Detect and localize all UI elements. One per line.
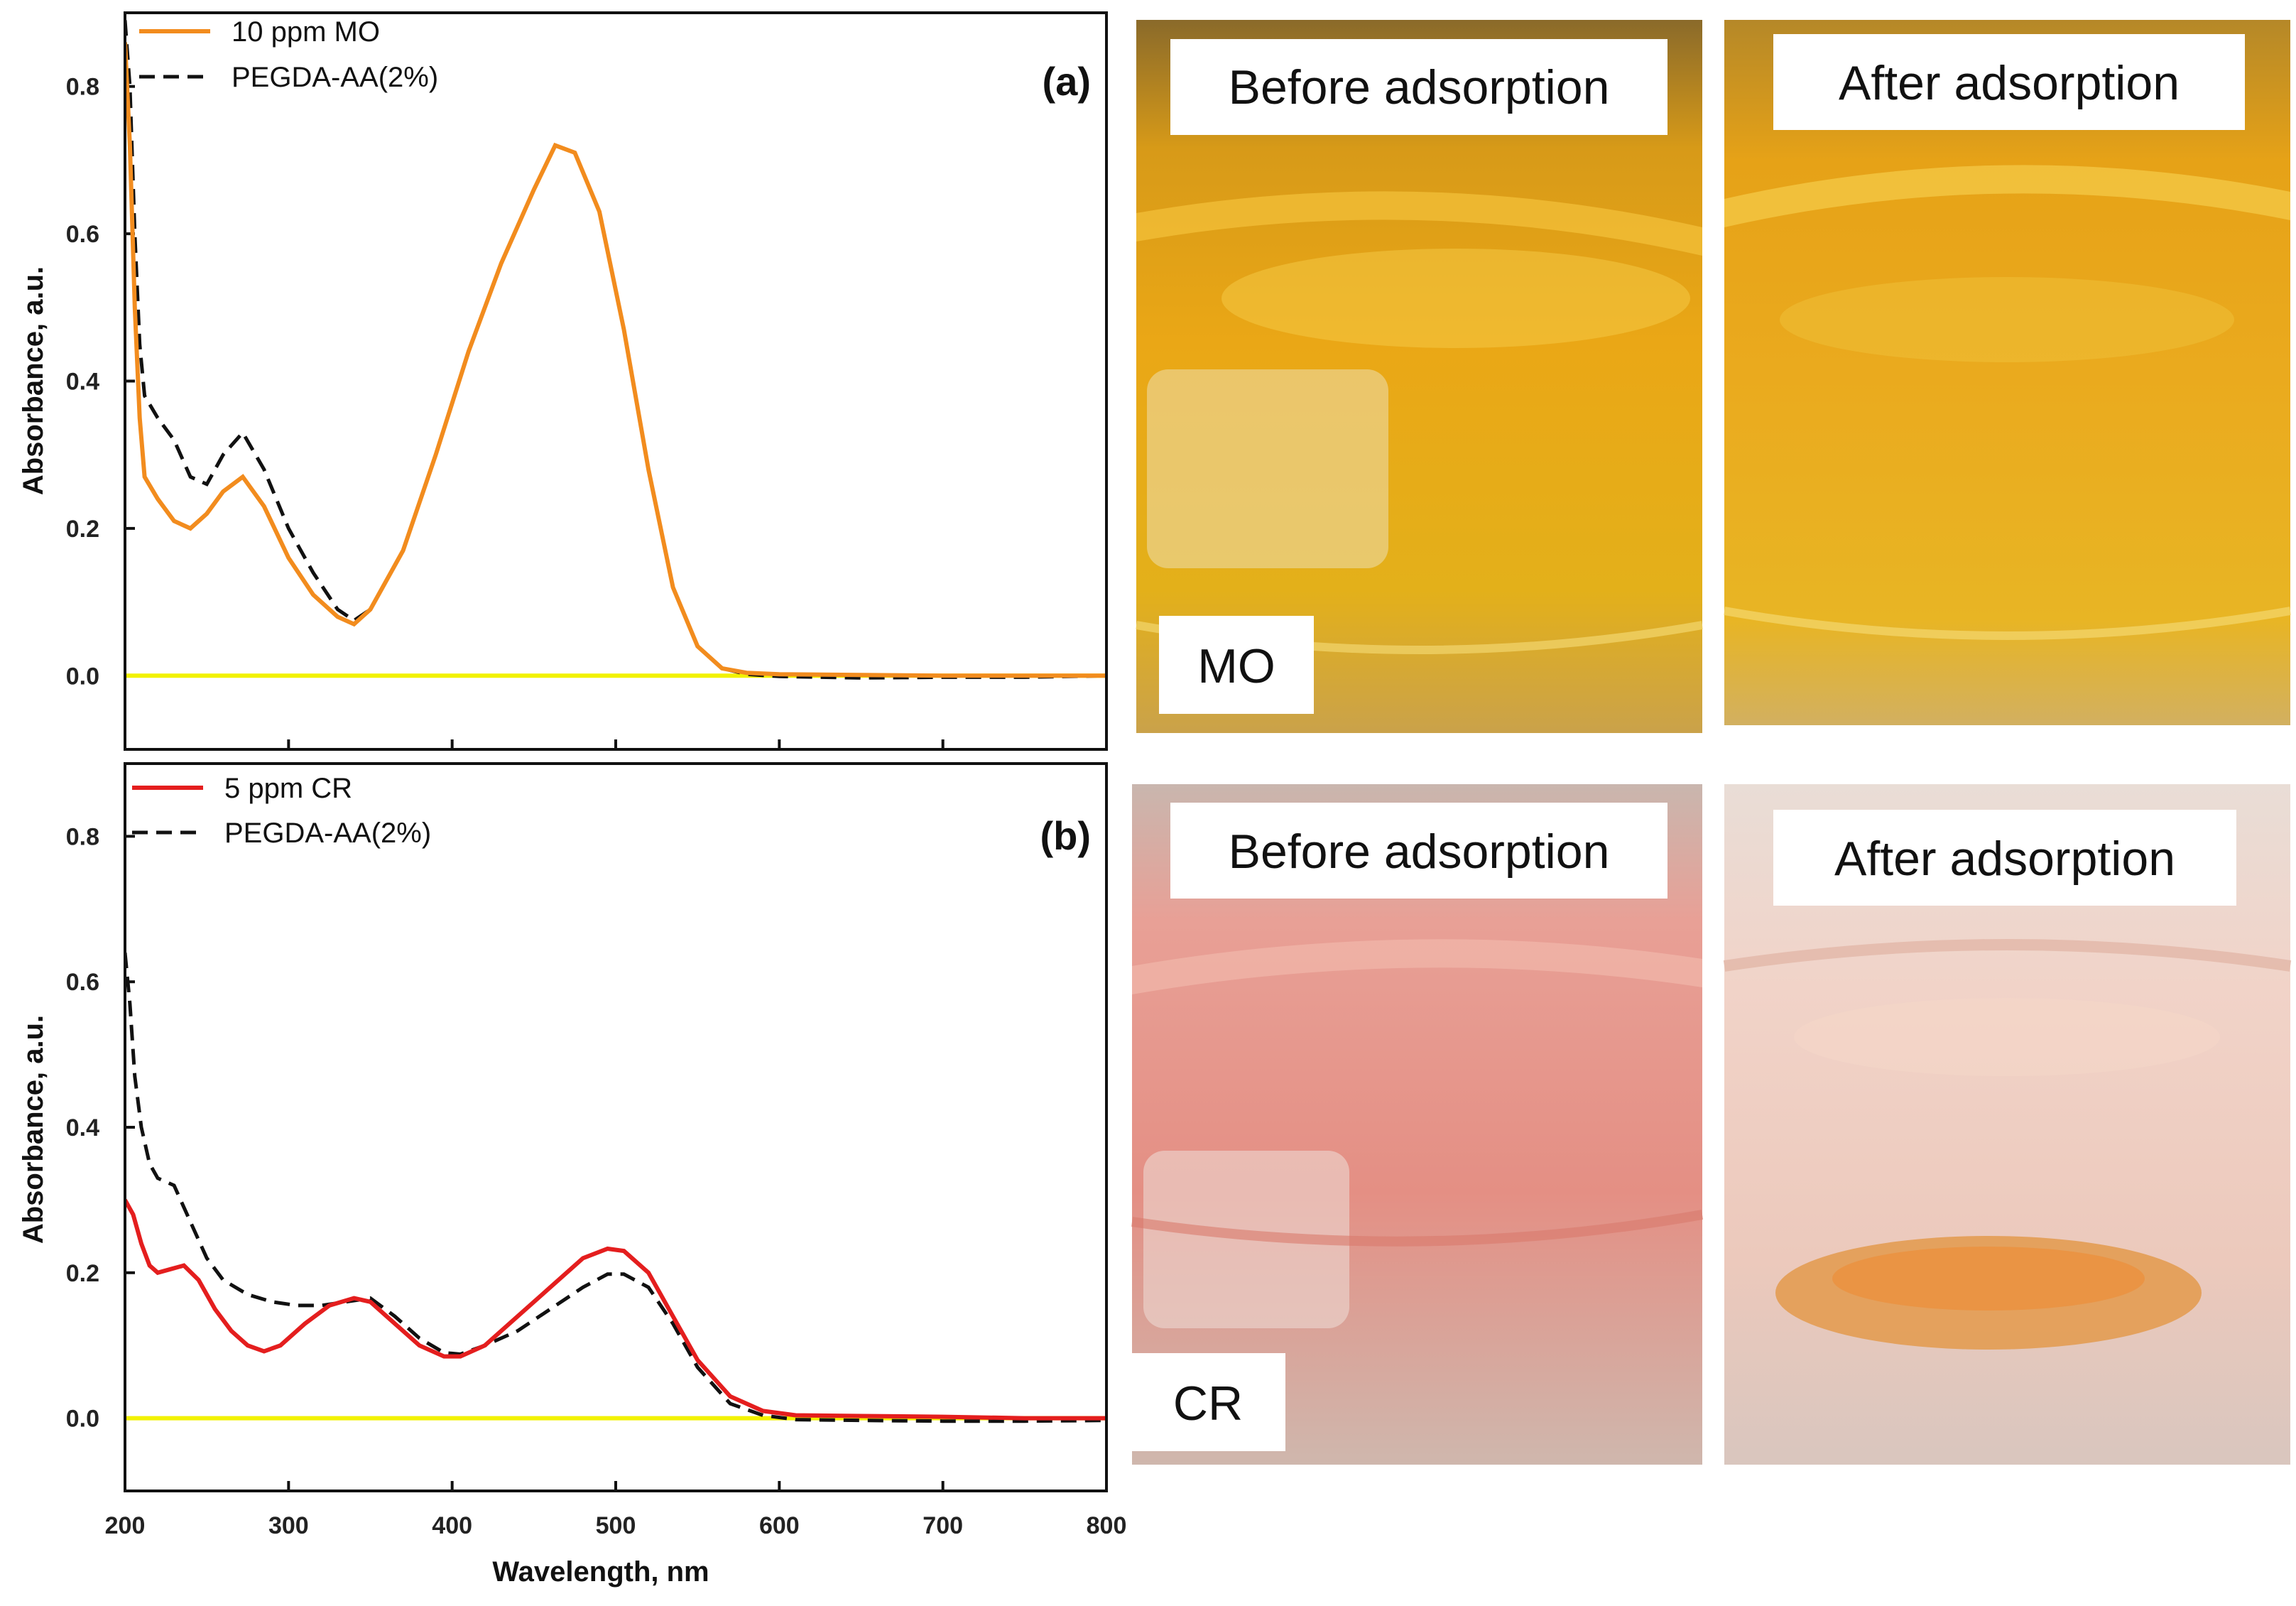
xtick-label-b: 200 [105,1512,146,1539]
panel-a-chart: 0.0 0.2 0.4 0.6 0.8 10 ppm MO PEGDA-AA(2%) (… [18,11,1108,751]
ytick-label-a: 0.8 [66,74,99,101]
xtick-label-b: 400 [432,1512,472,1539]
caption-cr-after: After adsorption [1834,832,2175,886]
tag-box-cr [1131,1353,1285,1451]
panel-b-legend: 5 ppm CR PEGDA-AA(2%) [132,773,431,849]
photo-mo-before: Before adsorption MO [1135,20,1704,733]
legend-b-pegda-label: PEGDA-AA(2%) [224,818,431,849]
ytick-label-b: 0.4 [66,1114,99,1141]
xtick-label-b: 800 [1087,1512,1127,1539]
series-a-pegda-line [125,20,1106,680]
caption-box-mo-after [1773,34,2245,130]
series-b-pegda-line [125,952,1106,1423]
xtick-label-b: 700 [923,1512,963,1539]
panel-b-chart: 0.0 0.2 0.4 0.6 0.8 200 300 400 500 600 700 800 5 p… [18,762,1127,1588]
tag-mo: MO [1197,639,1275,693]
legend-a-pegda-label: PEGDA-AA(2%) [232,62,438,93]
panel-a-label: (a) [1043,59,1091,104]
caption-cr-before: Before adsorption [1229,825,1610,879]
panel-b-ylabel: Absorbance, a.u. [18,1015,49,1244]
ytick-label-a: 0.6 [66,221,99,248]
legend-a-mo-label: 10 ppm MO [232,16,380,48]
ytick-label-a: 0.4 [66,369,99,396]
xtick-label-b: 300 [268,1512,309,1539]
ytick-label-a: 0.2 [66,516,99,543]
tag-box-mo [1159,616,1314,714]
photo-cr-after: After adsorption [1723,784,2292,1465]
ytick-label-b: 0.6 [66,969,99,996]
photo-cr-before: Before adsorption CR [1131,784,1704,1465]
ytick-label-b: 0.0 [66,1406,99,1433]
ytick-label-b: 0.2 [66,1260,99,1287]
legend-b-cr-label: 5 ppm CR [224,773,352,804]
xtick-label-b: 600 [759,1512,800,1539]
caption-box-cr-after [1773,810,2236,906]
panel-b-frame [124,762,1108,1492]
xtick-label-b: 500 [596,1512,636,1539]
panel-a-frame [124,11,1108,751]
caption-mo-after: After adsorption [1839,56,2180,110]
ytick-label-b: 0.8 [66,823,99,850]
caption-box-cr-before [1170,803,1667,899]
tag-cr: CR [1173,1377,1243,1431]
panel-a-ylabel: Absorbance, a.u. [18,266,49,495]
series-a-mo-line [125,42,1106,678]
panel-b-label: (b) [1040,813,1091,858]
panel-a-legend: 10 ppm MO PEGDA-AA(2%) [139,16,438,93]
caption-mo-before: Before adsorption [1229,60,1610,114]
photo-mo-after: After adsorption [1723,20,2292,725]
series-b-cr-line [125,1198,1106,1421]
caption-box-mo-before [1170,39,1667,135]
ytick-label-a: 0.0 [66,663,99,690]
panel-b-xlabel: Wavelength, nm [492,1556,709,1588]
